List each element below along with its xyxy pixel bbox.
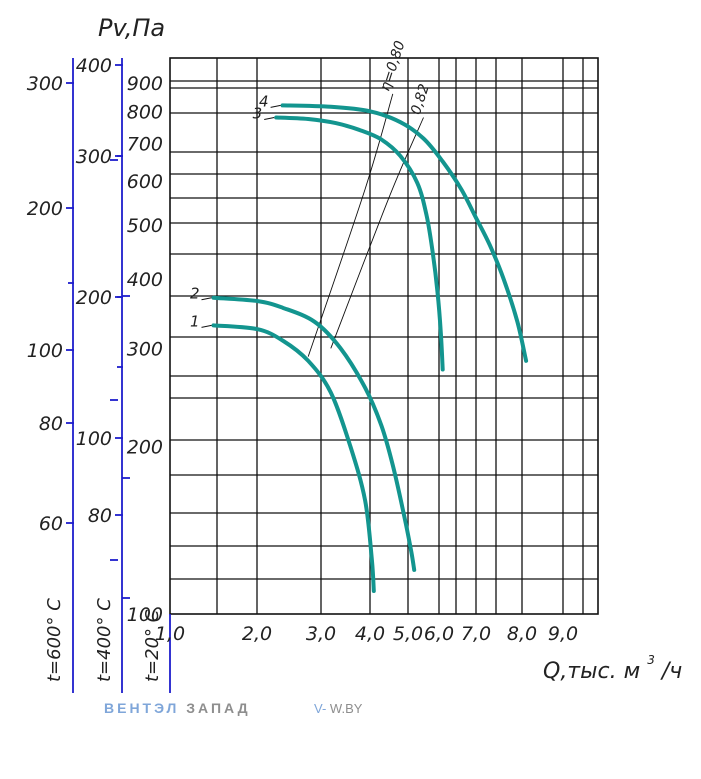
x-tick-label-2: 3,0 xyxy=(306,623,336,645)
x-axis-title-tail: /ч xyxy=(660,659,682,684)
secondary-axis-tick-label-1-2: 200 xyxy=(76,287,112,309)
secondary-axes xyxy=(66,58,171,693)
y-tick-label-5: 600 xyxy=(127,171,163,193)
x-axis-title-main: Q,тыс. м xyxy=(543,659,640,684)
efficiency-line-1 xyxy=(330,117,424,349)
secondary-axis-label-0: t=600° C xyxy=(44,598,65,682)
secondary-axis-tick-label-1-0: 400 xyxy=(76,55,112,77)
watermark-site: V- W.BY xyxy=(314,701,363,716)
y-tick-label-2: 300 xyxy=(127,338,163,360)
secondary-axis-tick-label-1-1: 300 xyxy=(76,146,112,168)
x-tick-label-3: 4,0 xyxy=(355,623,385,645)
watermark-site-gray: W.BY xyxy=(330,701,363,716)
series-leader-2 xyxy=(201,297,212,301)
watermark-site-blue: V- xyxy=(314,701,326,716)
series-label-4: 4 xyxy=(259,92,269,110)
secondary-axis-tick-label-0-4: 60 xyxy=(39,513,63,535)
efficiency-line-0 xyxy=(307,93,394,357)
secondary-axis-tick-label-0-3: 80 xyxy=(39,413,63,435)
secondary-axis-label-2: t=20° C xyxy=(142,609,163,682)
secondary-axis-tick-label-0-0: 300 xyxy=(27,73,63,95)
x-tick-label-5: 6,0 xyxy=(424,623,454,645)
x-tick-label-6: 7,0 xyxy=(461,623,491,645)
x-tick-label-0: 1,0 xyxy=(155,623,185,645)
efficiency-label-1: 0,82 xyxy=(408,82,433,117)
series-line-3 xyxy=(274,115,445,372)
y-tick-label-6: 700 xyxy=(127,134,163,156)
y-tick-label-4: 500 xyxy=(127,215,163,237)
secondary-axis-tick-label-1-4: 80 xyxy=(88,505,112,527)
x-tick-label-4: 5,0 xyxy=(393,623,423,645)
series-leader-1 xyxy=(201,324,212,328)
series-label-3: 3 xyxy=(253,104,263,122)
secondary-axis-tick-label-1-3: 100 xyxy=(76,428,112,450)
watermark-brand: ВЕНТЭЛ ЗАПАД xyxy=(104,700,251,716)
pressure-curves: 1 2 34 xyxy=(190,92,529,593)
x-tick-label-7: 8,0 xyxy=(507,623,537,645)
x-axis-title: Q,тыс. м 3 /ч xyxy=(543,645,682,684)
series-line-4 xyxy=(280,103,529,363)
watermark-brand-blue: ВЕНТЭЛ xyxy=(104,700,179,716)
series-label-2: 2 xyxy=(190,285,200,303)
series-label-1: 1 xyxy=(190,312,200,330)
series-line-1 xyxy=(211,323,376,593)
y-tick-label-1: 200 xyxy=(127,436,163,458)
y-tick-label-0: 100 xyxy=(127,604,163,626)
x-tick-label-1: 2,0 xyxy=(242,623,272,645)
watermark-brand-gray: ЗАПАД xyxy=(186,700,250,716)
y-axis-title: Pv,Па xyxy=(98,14,165,42)
secondary-axis-tick-label-0-1: 200 xyxy=(27,198,63,220)
efficiency-label-0: η=0,80 xyxy=(377,39,408,93)
secondary-axis-tick-label-0-2: 100 xyxy=(27,340,63,362)
secondary-axis-label-1: t=400° C xyxy=(94,598,115,682)
series-leader-3 xyxy=(264,116,275,120)
series-leader-4 xyxy=(270,104,281,108)
plot-frame xyxy=(169,57,599,615)
y-tick-label-3: 400 xyxy=(127,269,163,291)
series-line-2 xyxy=(211,295,417,572)
y-tick-label-7: 800 xyxy=(127,101,163,123)
x-axis-title-sup: 3 xyxy=(647,653,655,667)
x-tick-label-8: 9,0 xyxy=(548,623,578,645)
tick-labels: 300 200 100 80 60 400 300 200 100 80 t=600° C t=400… xyxy=(27,55,578,682)
y-tick-label-8: 900 xyxy=(127,73,163,95)
